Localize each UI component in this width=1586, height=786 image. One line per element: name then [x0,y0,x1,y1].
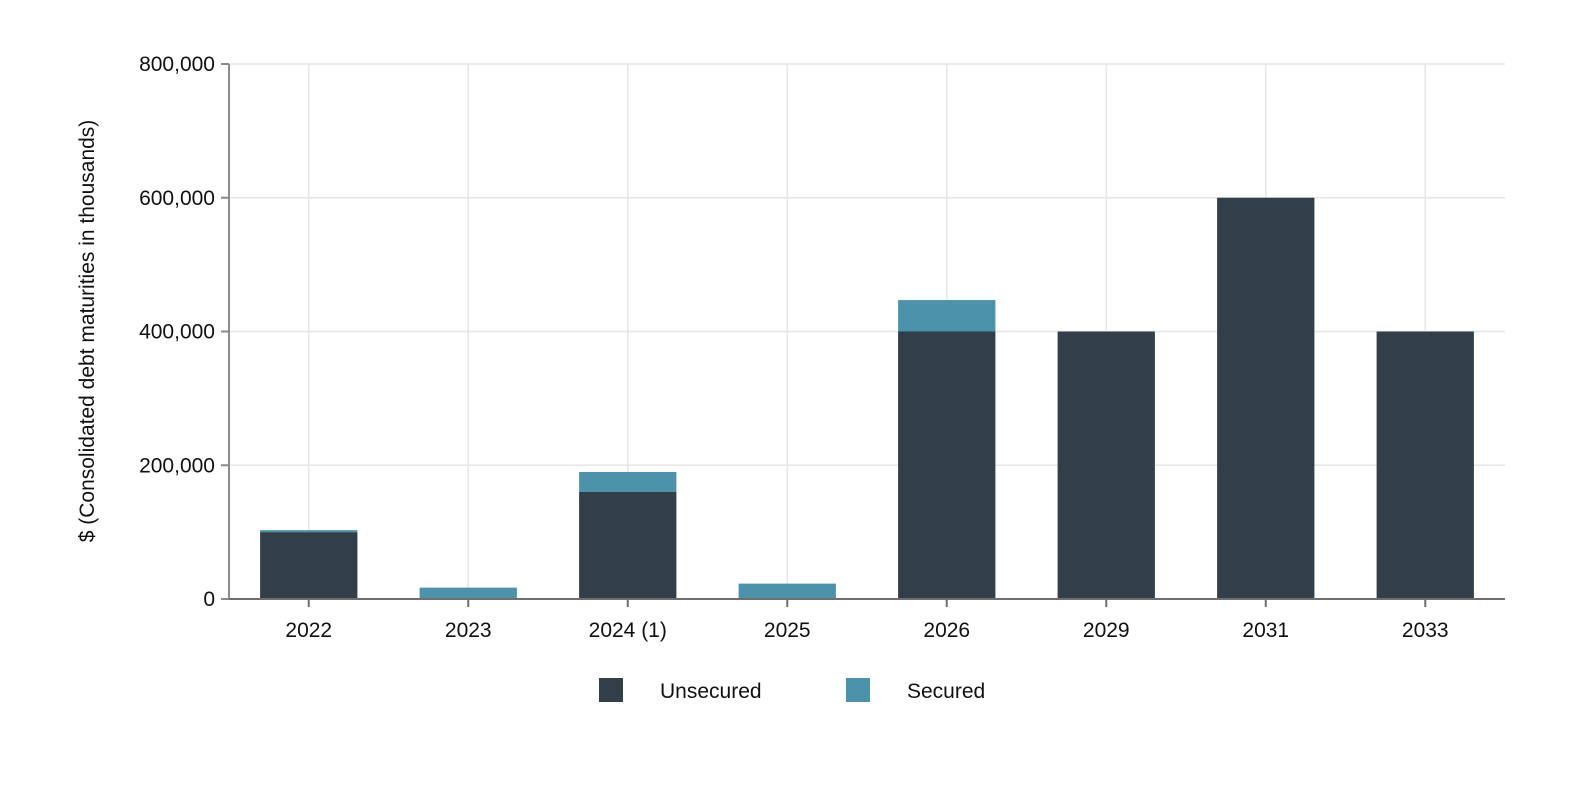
y-axis-title: $ (Consolidated debt maturities in thous… [76,120,99,543]
x-tick-label: 2022 [285,619,332,642]
grid-layer [229,63,1505,599]
x-tick-label: 2026 [923,619,970,642]
x-tick-label: 2024 (1) [589,619,667,642]
legend-label: Unsecured [660,680,762,703]
bar-unsecured-2033 [1376,331,1474,599]
y-tick-label: 400,000 [139,321,215,344]
bar-layer [260,197,1474,599]
x-tick-label: 2033 [1402,619,1449,642]
bar-secured-2022 [260,530,358,533]
legend-label: Secured [907,680,985,703]
y-tick-label: 200,000 [139,454,215,477]
axis-layer [221,63,1505,607]
y-tick-label: 800,000 [139,53,215,76]
bar-unsecured-2026 [898,331,996,599]
x-tick-label: 2023 [445,619,492,642]
label-layer: 0 200,000 400,000 600,000 800,000 2022 2023 202… [139,53,1449,642]
y-tick-label: 600,000 [139,187,215,210]
bar-secured-2023 [419,587,517,599]
bar-unsecured-2029 [1057,331,1155,599]
legend-swatch [846,678,870,702]
x-tick-label: 2031 [1242,619,1289,642]
x-tick-label: 2025 [764,619,811,642]
bar-unsecured-2031 [1217,197,1315,599]
bar-unsecured-2024-1 [579,492,677,599]
legend-swatch [599,678,623,702]
bar-secured-2024-1 [579,471,677,492]
bar-secured-2026 [898,300,996,332]
bar-secured-2025 [738,583,836,599]
legend-item-unsecured: Unsecured [599,678,762,703]
bar-unsecured-2022 [260,532,358,599]
legend-item-secured: Secured [846,678,985,703]
y-tick-label: 0 [203,588,215,611]
x-tick-label: 2029 [1083,619,1130,642]
legend: Unsecured Secured [599,678,985,703]
